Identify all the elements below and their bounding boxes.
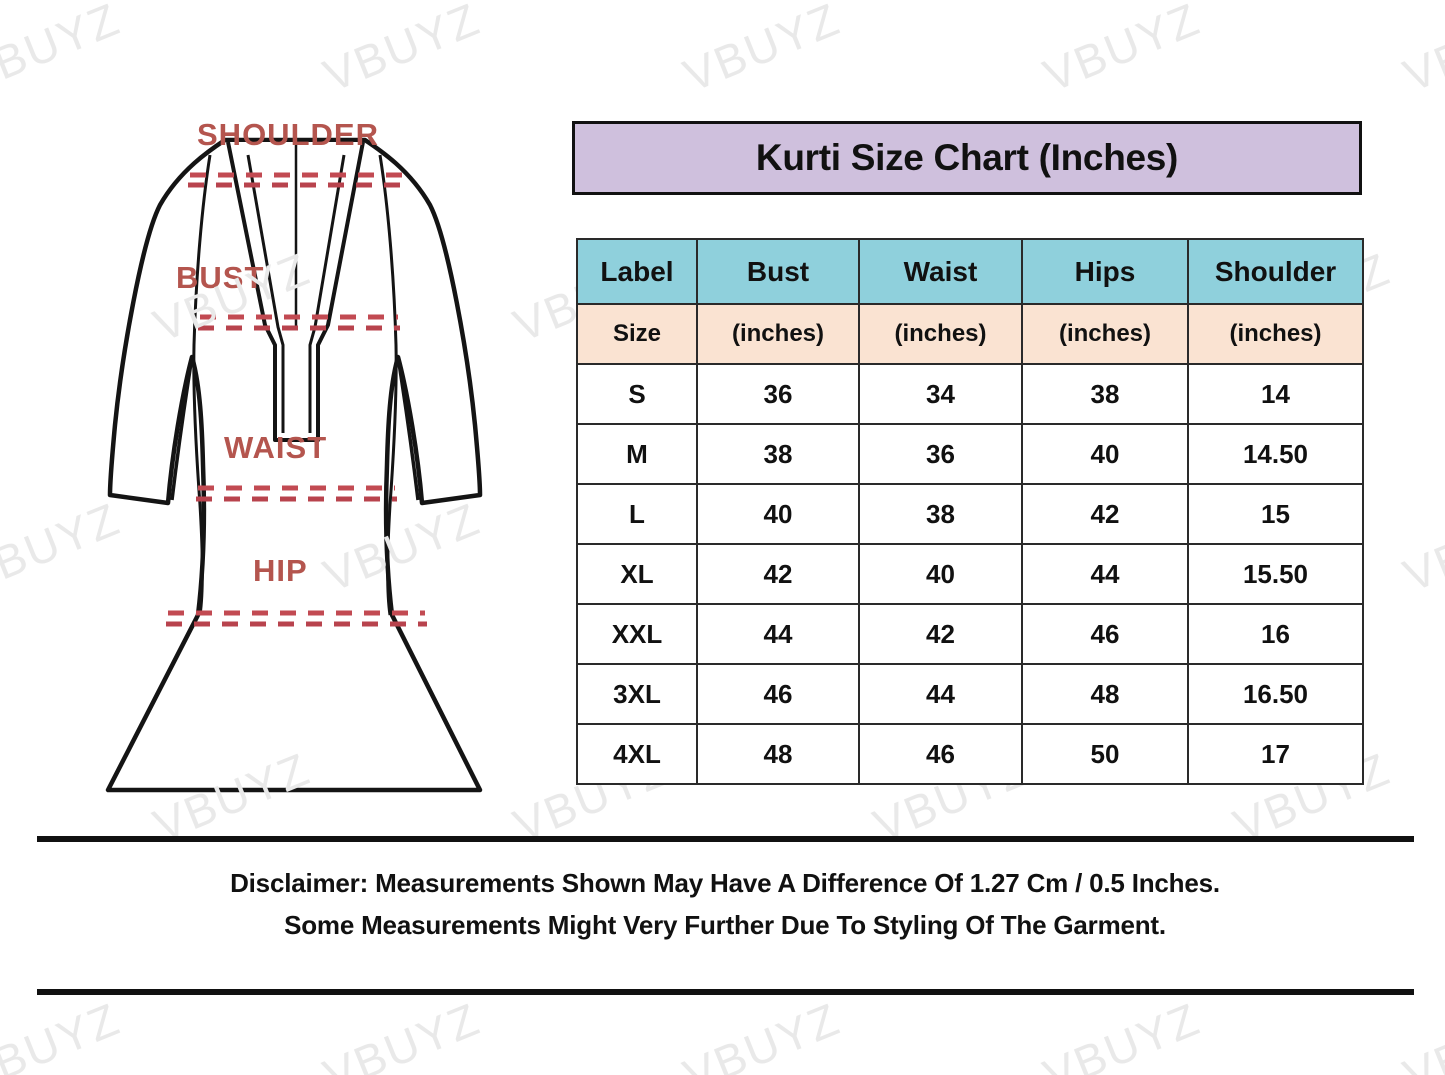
table-row: XXL 44 42 46 16 <box>576 603 1364 665</box>
cell-size: 3XL <box>576 663 698 725</box>
table-row: XL 42 40 44 15.50 <box>576 543 1364 605</box>
units-cell-hips: (inches) <box>1021 303 1189 365</box>
cell-hips: 48 <box>1021 663 1189 725</box>
cell-shoulder: 15 <box>1187 483 1364 545</box>
cell-shoulder: 14.50 <box>1187 423 1364 485</box>
waist-label: WAIST <box>224 430 328 465</box>
cell-bust: 48 <box>696 723 860 785</box>
bust-label: BUST <box>176 260 265 295</box>
cell-waist: 34 <box>858 363 1023 425</box>
cell-waist: 44 <box>858 663 1023 725</box>
size-table: Label Bust Waist Hips Shoulder Size (inc… <box>576 238 1364 785</box>
cell-waist: 42 <box>858 603 1023 665</box>
cell-size: L <box>576 483 698 545</box>
cell-bust: 44 <box>696 603 860 665</box>
cell-shoulder: 16 <box>1187 603 1364 665</box>
placket-inner-left <box>246 154 285 433</box>
cell-bust: 46 <box>696 663 860 725</box>
watermark-text: VBUYZ <box>316 0 488 102</box>
disclaimer-block: Disclaimer: Measurements Shown May Have … <box>50 862 1400 946</box>
table-units-row: Size (inches) (inches) (inches) (inches) <box>576 303 1364 365</box>
table-header-row: Label Bust Waist Hips Shoulder <box>576 238 1364 305</box>
cell-shoulder: 16.50 <box>1187 663 1364 725</box>
watermark-text: VBUYZ <box>1396 992 1445 1075</box>
left-sleeve-seam <box>170 356 194 501</box>
cell-waist: 46 <box>858 723 1023 785</box>
watermark-text: VBUYZ <box>1036 0 1208 102</box>
chart-title-banner: Kurti Size Chart (Inches) <box>572 121 1362 195</box>
cell-hips: 44 <box>1021 543 1189 605</box>
watermark-text: VBUYZ <box>676 992 848 1075</box>
kurti-body-outline <box>105 137 483 793</box>
bust-measure-line <box>198 314 400 331</box>
shoulder-measure-line <box>188 172 407 188</box>
right-side-seam <box>378 154 398 616</box>
cell-bust: 38 <box>696 423 860 485</box>
table-row: S 36 34 38 14 <box>576 363 1364 425</box>
cell-bust: 42 <box>696 543 860 605</box>
units-cell-waist: (inches) <box>858 303 1023 365</box>
column-header-waist: Waist <box>858 238 1023 305</box>
cell-hips: 40 <box>1021 423 1189 485</box>
watermark-text: VBUYZ <box>676 0 848 102</box>
cell-waist: 40 <box>858 543 1023 605</box>
column-header-bust: Bust <box>696 238 860 305</box>
cell-size: 4XL <box>576 723 698 785</box>
watermark-text: VBUYZ <box>316 992 488 1075</box>
cell-bust: 40 <box>696 483 860 545</box>
watermark-text: VBUYZ <box>0 0 128 102</box>
column-header-label: Label <box>576 238 698 305</box>
size-table-container: Label Bust Waist Hips Shoulder Size (inc… <box>576 238 1364 785</box>
units-cell-size: Size <box>576 303 698 365</box>
cell-size: S <box>576 363 698 425</box>
left-side-seam <box>192 154 212 616</box>
right-sleeve-seam <box>396 356 420 501</box>
cell-waist: 38 <box>858 483 1023 545</box>
disclaimer-line-2: Some Measurements Might Very Further Due… <box>284 910 1166 940</box>
cell-shoulder: 17 <box>1187 723 1364 785</box>
watermark-text: VBUYZ <box>1396 0 1445 102</box>
cell-shoulder: 14 <box>1187 363 1364 425</box>
cell-size: M <box>576 423 698 485</box>
units-cell-bust: (inches) <box>696 303 860 365</box>
divider-bottom <box>37 989 1414 995</box>
cell-hips: 46 <box>1021 603 1189 665</box>
column-header-hips: Hips <box>1021 238 1189 305</box>
column-header-shoulder: Shoulder <box>1187 238 1364 305</box>
cell-size: XL <box>576 543 698 605</box>
cell-bust: 36 <box>696 363 860 425</box>
hip-label: HIP <box>253 553 308 588</box>
units-cell-shoulder: (inches) <box>1187 303 1364 365</box>
placket-inner-right <box>308 154 346 433</box>
waist-measure-line <box>196 485 397 502</box>
disclaimer-line-1: Disclaimer: Measurements Shown May Have … <box>230 868 1220 898</box>
hip-measure-line <box>166 610 427 627</box>
cell-waist: 36 <box>858 423 1023 485</box>
table-row: 3XL 46 44 48 16.50 <box>576 663 1364 725</box>
divider-top <box>37 836 1414 842</box>
shoulder-label: SHOULDER <box>197 117 379 152</box>
cell-shoulder: 15.50 <box>1187 543 1364 605</box>
cell-hips: 42 <box>1021 483 1189 545</box>
cell-hips: 38 <box>1021 363 1189 425</box>
watermark-text: VBUYZ <box>0 992 128 1075</box>
cell-hips: 50 <box>1021 723 1189 785</box>
watermark-text: VBUYZ <box>1036 992 1208 1075</box>
kurti-illustration: SHOULDER BUST WAIST HIP <box>60 95 530 815</box>
page-title: Kurti Size Chart (Inches) <box>755 137 1179 178</box>
cell-size: XXL <box>576 603 698 665</box>
watermark-text: VBUYZ <box>1396 492 1445 602</box>
table-row: L 40 38 42 15 <box>576 483 1364 545</box>
table-row: M 38 36 40 14.50 <box>576 423 1364 485</box>
table-row: 4XL 48 46 50 17 <box>576 723 1364 785</box>
